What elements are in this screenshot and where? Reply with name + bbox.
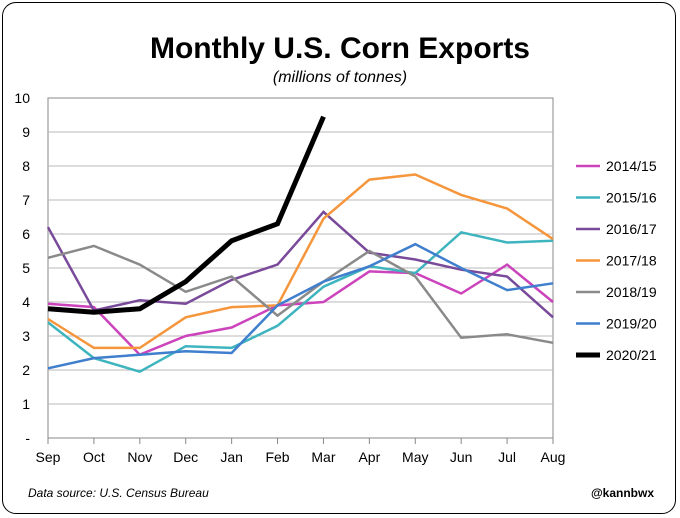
legend: 2014/15 2015/16 2016/17 2017/18 2018/19 2019/…: [576, 158, 657, 363]
x-axis-ticks: Sep Oct Nov Dec Jan Feb Mar Apr May Jun Jul Aug: [36, 438, 566, 465]
x-tick-label: Nov: [127, 449, 152, 465]
legend-label-2017-18: 2017/18: [606, 253, 657, 269]
series-lines: [46, 115, 554, 374]
x-tick-label: Apr: [358, 449, 380, 465]
x-tick-label: Sep: [36, 449, 61, 465]
legend-label-2019-20: 2019/20: [606, 316, 657, 332]
y-tick-label: 2: [22, 362, 30, 378]
series-line-2017-18: [47, 173, 554, 350]
series-line-2019-20: [47, 242, 554, 370]
x-tick-label: Mar: [311, 449, 335, 465]
data-source-note: Data source: U.S. Census Bureau: [28, 486, 209, 500]
y-tick-label: 3: [22, 328, 30, 344]
y-tick-label: -: [25, 430, 30, 446]
chart-title: Monthly U.S. Corn Exports: [150, 32, 530, 65]
series-line-2018-19: [47, 244, 554, 345]
x-tick-label: Jun: [450, 449, 473, 465]
y-tick-label: 7: [22, 192, 30, 208]
x-tick-label: Jul: [498, 449, 516, 465]
x-tick-label: Aug: [541, 449, 566, 465]
legend-label-2016-17: 2016/17: [606, 221, 657, 237]
y-tick-label: 6: [22, 226, 30, 242]
y-tick-label: 9: [22, 124, 30, 140]
series-line-2015-16: [47, 230, 554, 374]
y-tick-label: 1: [22, 396, 30, 412]
x-tick-label: Dec: [173, 449, 198, 465]
legend-label-2018-19: 2018/19: [606, 284, 657, 300]
series-line-2020-21: [47, 115, 326, 315]
x-tick-label: Oct: [83, 449, 105, 465]
y-tick-label: 5: [22, 260, 30, 276]
x-tick-label: May: [402, 449, 428, 465]
legend-label-2014-15: 2014/15: [606, 158, 657, 174]
x-tick-label: Jan: [220, 449, 243, 465]
y-tick-label: 4: [22, 294, 30, 310]
chart-subtitle: (millions of tonnes): [273, 69, 407, 86]
legend-label-2020-21: 2020/21: [606, 347, 657, 363]
y-tick-label: 10: [14, 90, 30, 106]
y-axis-ticks: - 1 2 3 4 5 6 7 8 9 10: [14, 90, 30, 446]
author-handle: @kannbwx: [591, 486, 654, 500]
y-tick-label: 8: [22, 158, 30, 174]
legend-label-2015-16: 2015/16: [606, 190, 657, 206]
x-tick-label: Feb: [265, 449, 289, 465]
